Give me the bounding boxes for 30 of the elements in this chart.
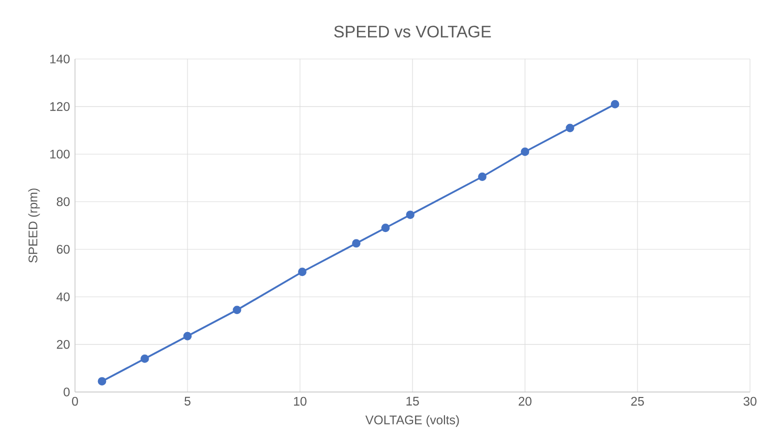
y-tick-label: 0: [64, 388, 70, 396]
y-tick-label: 140: [50, 54, 70, 64]
point: [232, 306, 242, 314]
x-tick-label: 30: [744, 396, 756, 406]
x-tick-label: 10: [294, 396, 306, 406]
y-tick-label: 80: [56, 197, 70, 206]
x-tick-label: 0: [72, 396, 78, 406]
x-tick-label: 20: [518, 396, 532, 406]
point: [98, 377, 106, 386]
x-axis-title: VOLTAGE (volts): [365, 415, 459, 427]
y-tick-label: 60: [56, 244, 70, 254]
point: [298, 268, 306, 276]
y-tick-label: 20: [56, 340, 70, 349]
point: [140, 354, 149, 363]
point: [478, 172, 486, 181]
x-tick-label: 15: [406, 396, 419, 406]
y-tick-label: 120: [50, 102, 70, 111]
chart-title: SPEED vs VOLTAGE: [334, 26, 491, 38]
point: [352, 239, 360, 248]
point: [610, 100, 620, 108]
point: [566, 124, 574, 132]
y-tick-label: 40: [56, 292, 70, 302]
y-axis-title: SPEED (rpm): [28, 188, 40, 263]
y-tick-label: 100: [50, 150, 70, 159]
point: [406, 210, 414, 220]
point: [183, 332, 192, 340]
point: [520, 148, 530, 156]
x-tick-label: 25: [631, 396, 644, 406]
x-tick-label: 5: [184, 396, 190, 406]
point: [381, 224, 390, 232]
